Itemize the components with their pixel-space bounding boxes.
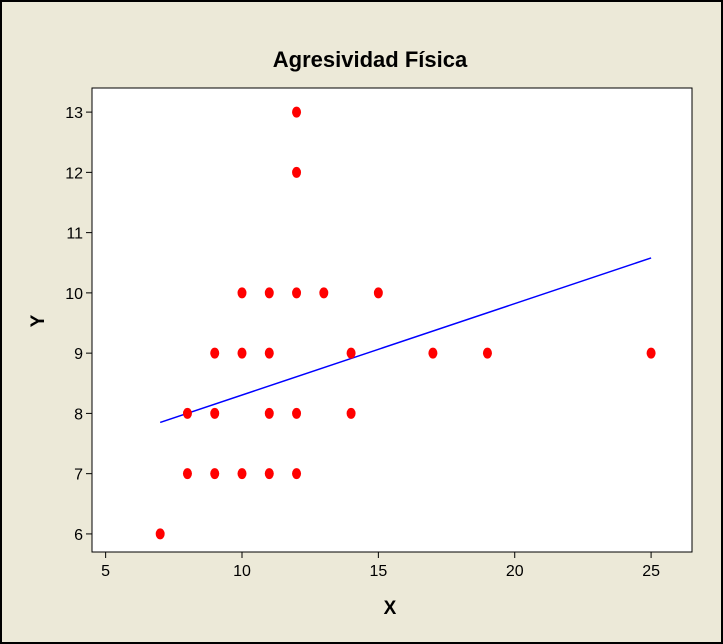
data-point [264, 407, 274, 419]
y-tick-label: 13 [65, 105, 83, 122]
x-axis: 5 10 15 20 25 [101, 552, 660, 580]
data-point [346, 407, 356, 419]
data-point [155, 528, 165, 540]
data-point [264, 287, 274, 299]
regression-line [159, 257, 652, 424]
data-point [346, 347, 356, 359]
data-point [292, 407, 302, 419]
data-point [482, 347, 492, 359]
fit-line-layer [159, 257, 652, 424]
data-point [373, 287, 383, 299]
plot-area [91, 87, 693, 553]
data-point [292, 166, 302, 178]
points-layer [155, 106, 656, 540]
chart-title: Agresividad Física [273, 47, 468, 72]
data-point [182, 468, 192, 480]
x-tick-label: 15 [369, 563, 387, 580]
data-point [428, 347, 438, 359]
data-point [210, 468, 220, 480]
y-tick-label: 11 [66, 226, 83, 243]
data-point [237, 347, 247, 359]
data-point [210, 407, 220, 419]
y-axis-label: Y [28, 314, 49, 327]
data-point [210, 347, 220, 359]
x-axis-label: X [384, 598, 397, 619]
data-point [237, 287, 247, 299]
data-point [292, 106, 302, 118]
data-point [292, 468, 302, 480]
data-point [182, 407, 192, 419]
data-point [237, 468, 247, 480]
y-axis: 6 7 8 9 10 11 12 13 [65, 105, 92, 544]
y-tick-label: 9 [74, 346, 83, 363]
x-tick-label: 5 [101, 563, 110, 580]
x-tick-label: 20 [506, 563, 524, 580]
data-point [264, 468, 274, 480]
y-tick-label: 7 [74, 467, 83, 484]
data-point [292, 287, 302, 299]
x-tick-label: 10 [233, 563, 251, 580]
y-tick-label: 10 [65, 286, 83, 303]
data-point [264, 347, 274, 359]
x-tick-label: 25 [642, 563, 660, 580]
data-point [646, 347, 656, 359]
y-tick-label: 12 [65, 165, 83, 182]
y-tick-label: 6 [74, 527, 83, 544]
y-tick-label: 8 [74, 406, 83, 423]
data-point [319, 287, 329, 299]
